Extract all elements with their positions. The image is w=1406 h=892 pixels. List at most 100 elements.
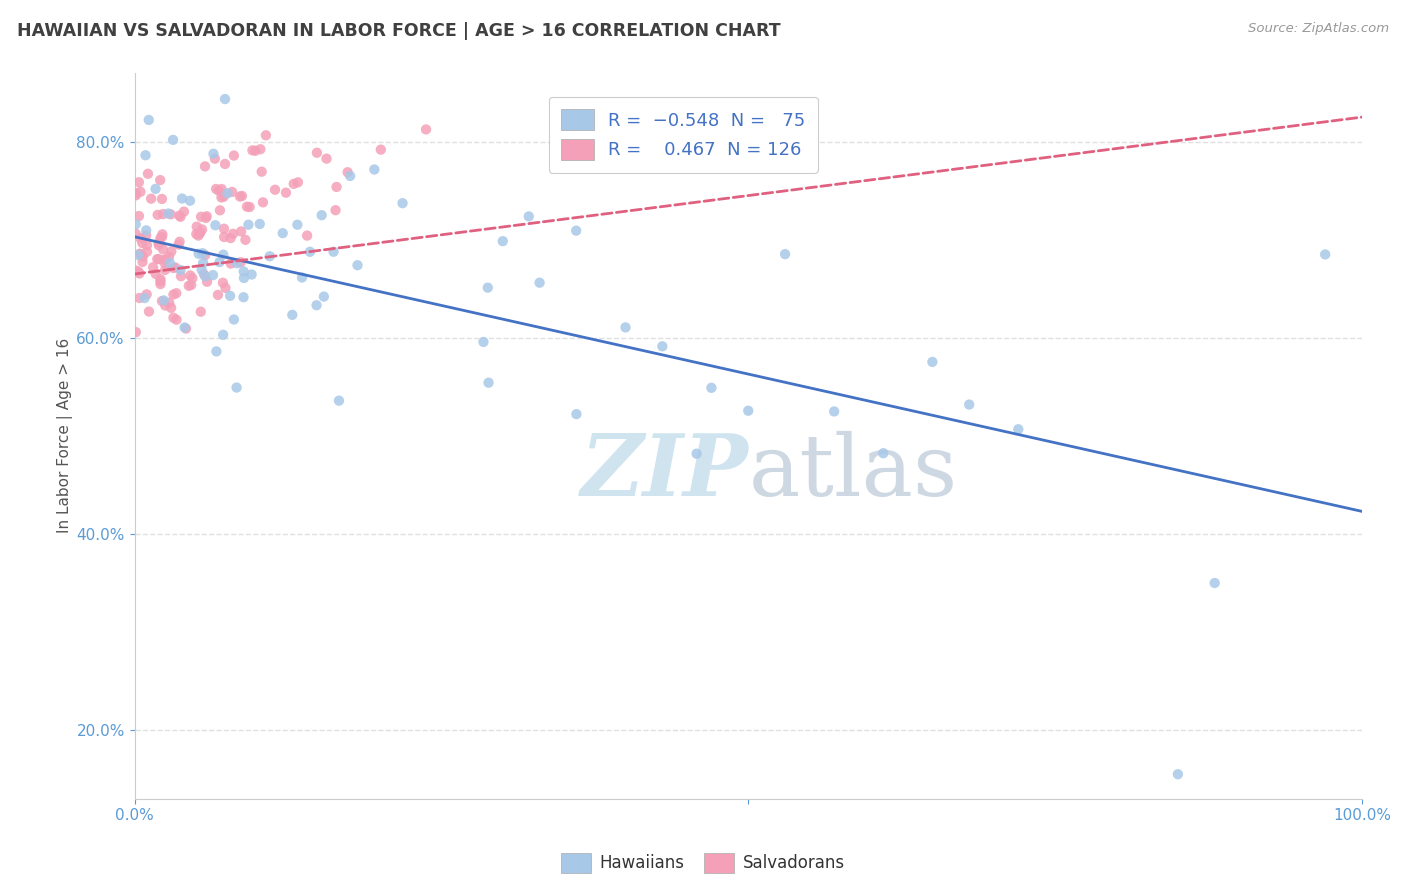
Point [125, 217, 148, 231]
Point [921, 355, 943, 369]
Point [205, 182, 228, 196]
Point [149, 231, 172, 245]
Point [136, 244, 159, 259]
Point [222, 227, 245, 241]
Point [685, 447, 707, 461]
Point [222, 148, 245, 162]
Point [328, 393, 350, 408]
Point [700, 381, 723, 395]
Point [169, 263, 191, 277]
Point [283, 177, 305, 191]
Point [363, 162, 385, 177]
Point [194, 248, 217, 262]
Point [212, 190, 235, 204]
Point [167, 237, 190, 252]
Point [155, 299, 177, 313]
Point [231, 189, 253, 203]
Legend: R =  −0.548  N =   75, R =    0.467  N = 126: R = −0.548 N = 75, R = 0.467 N = 126 [548, 96, 818, 172]
Point [391, 196, 413, 211]
Point [129, 247, 152, 261]
Point [339, 169, 361, 183]
Point [153, 263, 176, 277]
Point [472, 334, 495, 349]
Point [651, 339, 673, 353]
Point [128, 175, 150, 189]
Point [177, 278, 200, 293]
Point [209, 190, 232, 204]
Point [325, 203, 347, 218]
Point [212, 248, 235, 262]
Point [174, 321, 197, 335]
Point [287, 175, 309, 189]
Point [229, 189, 252, 203]
Point [295, 228, 318, 243]
Point [214, 157, 236, 171]
Point [159, 207, 181, 221]
Point [153, 293, 176, 308]
Point [231, 224, 253, 238]
Point [529, 276, 551, 290]
Point [240, 268, 263, 282]
Point [190, 210, 212, 224]
Point [136, 238, 159, 252]
Point [169, 235, 191, 249]
Point [125, 188, 148, 202]
Point [823, 404, 845, 418]
Point [129, 185, 152, 199]
Point [135, 223, 157, 237]
Point [153, 256, 176, 270]
Point [221, 185, 243, 199]
Point [1167, 767, 1189, 781]
Point [1007, 422, 1029, 436]
Point [207, 288, 229, 302]
Point [252, 195, 274, 210]
Point [169, 210, 191, 224]
Point [179, 194, 201, 208]
Point [188, 227, 211, 241]
Text: atlas: atlas [748, 431, 957, 514]
Point [129, 231, 152, 245]
Point [737, 403, 759, 417]
Point [201, 268, 224, 282]
Point [312, 290, 335, 304]
Point [128, 209, 150, 223]
Point [173, 320, 195, 334]
Point [298, 244, 321, 259]
Point [325, 180, 347, 194]
Point [125, 227, 148, 241]
Point [191, 222, 214, 236]
Point [235, 233, 257, 247]
Point [492, 234, 515, 248]
Point [565, 224, 588, 238]
Point [239, 200, 262, 214]
Point [274, 186, 297, 200]
Point [232, 264, 254, 278]
Point [150, 294, 173, 309]
Point [148, 235, 170, 250]
Point [773, 247, 796, 261]
Point [131, 255, 153, 269]
Point [128, 291, 150, 305]
Point [153, 252, 176, 267]
Point [162, 287, 184, 301]
Point [370, 143, 392, 157]
Point [150, 192, 173, 206]
Point [291, 270, 314, 285]
Point [166, 312, 188, 326]
Point [415, 122, 437, 136]
Point [135, 287, 157, 301]
Point [148, 238, 170, 252]
Point [957, 398, 980, 412]
Point [157, 206, 180, 220]
Point [219, 256, 242, 270]
Point [219, 289, 242, 303]
Point [217, 186, 239, 201]
Point [204, 152, 226, 166]
Point [195, 209, 218, 223]
Point [127, 248, 149, 262]
Point [162, 260, 184, 275]
Point [191, 256, 214, 270]
Point [159, 256, 181, 270]
Point [162, 133, 184, 147]
Point [146, 208, 169, 222]
